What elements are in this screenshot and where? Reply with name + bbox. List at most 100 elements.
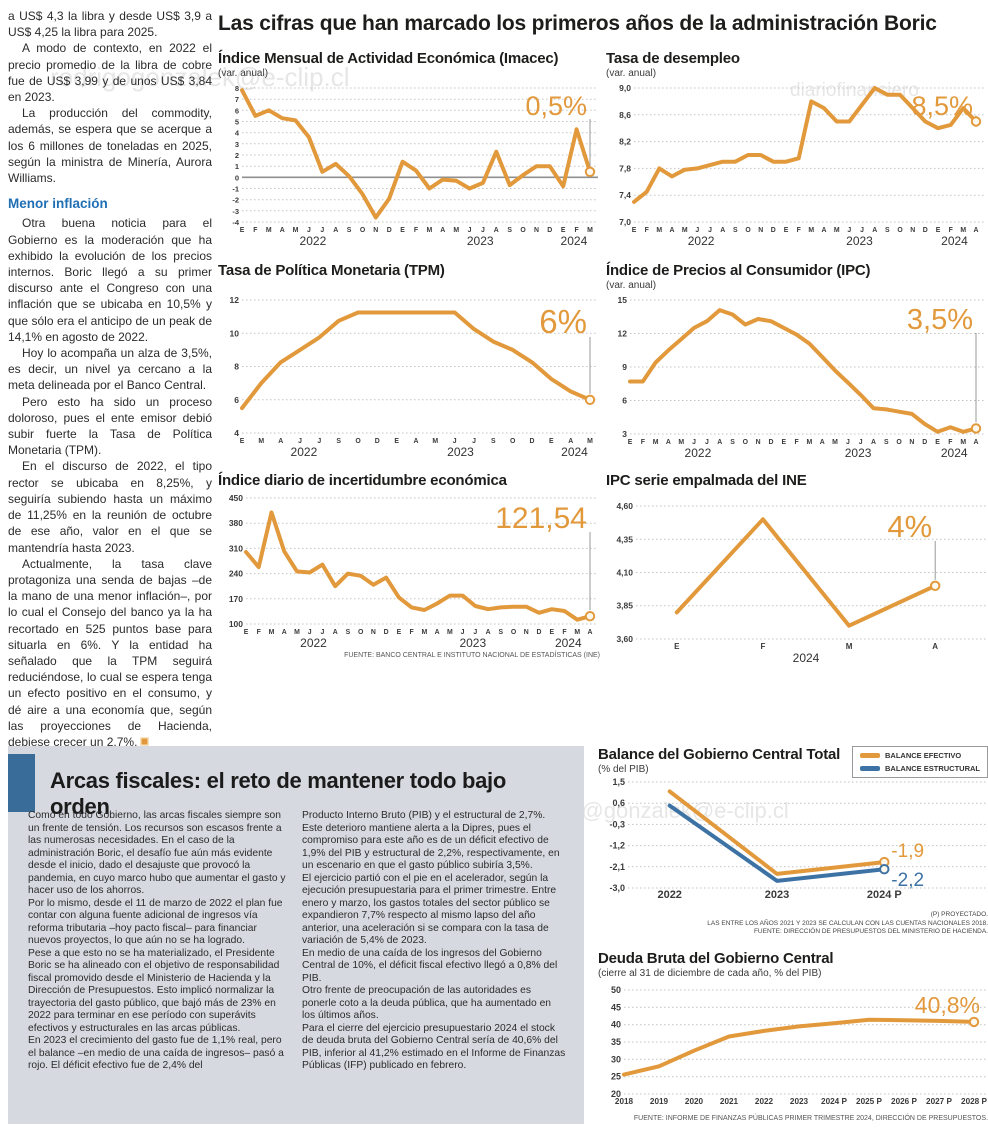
svg-text:A: A <box>717 439 722 446</box>
svg-text:O: O <box>745 227 751 234</box>
svg-text:F: F <box>257 629 261 636</box>
article-paragraph: Para el cierre del ejercicio presupuesta… <box>302 1022 566 1072</box>
svg-text:8: 8 <box>235 84 239 93</box>
svg-text:4: 4 <box>234 428 239 438</box>
svg-text:J: J <box>308 629 312 636</box>
svg-text:E: E <box>935 439 940 446</box>
svg-text:S: S <box>347 227 352 234</box>
chart-title: Índice diario de incertidumbre económica <box>218 472 507 489</box>
chart-subtitle: (var. anual) <box>606 280 657 291</box>
svg-text:F: F <box>414 227 418 234</box>
svg-text:M: M <box>808 227 814 234</box>
svg-text:-3: -3 <box>232 207 239 216</box>
chart-ipc-serie-empalmada: IPC serie empalmada del INE 4,60 4,35 4,10… <box>606 472 988 665</box>
svg-text:D: D <box>547 227 552 234</box>
svg-text:15: 15 <box>618 295 628 305</box>
svg-text:A: A <box>871 439 876 446</box>
svg-text:2024: 2024 <box>941 446 968 460</box>
svg-text:E: E <box>400 227 405 234</box>
svg-text:A: A <box>588 629 593 636</box>
svg-text:J: J <box>320 227 324 234</box>
svg-text:170: 170 <box>229 594 243 604</box>
svg-text:2023: 2023 <box>459 636 486 650</box>
legend-label: BALANCE ESTRUCTURAL <box>885 764 980 773</box>
svg-text:S: S <box>733 227 738 234</box>
chart-subtitle: (var. anual) <box>218 68 269 79</box>
chart-desempleo: Tasa de desempleo (var. anual) 9,0 8,6 8,2… <box>606 50 988 248</box>
svg-text:M: M <box>960 439 966 446</box>
svg-text:M: M <box>587 438 593 445</box>
svg-text:E: E <box>561 227 566 234</box>
article-paragraph: Hoy lo acompaña un alza de 3,5%, es deci… <box>8 346 212 393</box>
svg-text:E: E <box>397 629 402 636</box>
svg-text:A: A <box>720 227 725 234</box>
svg-text:A: A <box>666 439 671 446</box>
svg-text:D: D <box>387 227 392 234</box>
svg-text:3,5%: 3,5% <box>907 304 973 336</box>
svg-text:S: S <box>491 438 496 445</box>
svg-text:5: 5 <box>235 118 239 127</box>
chart-footnote: FUENTE: DIRECCIÓN DE PRESUPUESTOS DEL MI… <box>753 928 988 935</box>
svg-text:F: F <box>409 629 413 636</box>
svg-text:20: 20 <box>611 1089 621 1099</box>
svg-text:A: A <box>670 227 675 234</box>
svg-text:2022: 2022 <box>657 889 681 901</box>
svg-text:2024: 2024 <box>561 234 588 248</box>
svg-text:D: D <box>375 438 380 445</box>
arcas-column-2: Producto Interno Bruto (PIB) y el estruc… <box>302 810 566 1073</box>
svg-text:M: M <box>266 227 272 234</box>
left-article-column: a US$ 4,3 la libra y desde US$ 3,9 a US$… <box>8 8 212 750</box>
svg-text:A: A <box>333 227 338 234</box>
svg-text:3,60: 3,60 <box>616 634 633 644</box>
svg-text:M: M <box>453 227 459 234</box>
svg-text:6: 6 <box>622 396 627 406</box>
svg-text:2020: 2020 <box>685 1097 704 1106</box>
svg-text:M: M <box>846 642 853 651</box>
svg-text:J: J <box>453 438 457 445</box>
svg-text:7,8: 7,8 <box>619 163 631 173</box>
svg-text:J: J <box>692 439 696 446</box>
svg-text:M: M <box>269 629 275 636</box>
svg-text:E: E <box>632 227 637 234</box>
svg-text:8,5%: 8,5% <box>911 91 973 121</box>
svg-text:A: A <box>872 227 877 234</box>
chart-legend: BALANCE EFECTIVO BALANCE ESTRUCTURAL <box>852 746 988 778</box>
svg-text:E: E <box>549 438 554 445</box>
chart-title: Deuda Bruta del Gobierno Central <box>598 950 834 967</box>
svg-text:3,85: 3,85 <box>616 601 633 611</box>
svg-text:F: F <box>641 439 645 446</box>
chart-title: IPC serie empalmada del INE <box>606 472 807 489</box>
svg-text:-1,2: -1,2 <box>609 841 625 851</box>
svg-text:40: 40 <box>611 1020 621 1030</box>
svg-text:D: D <box>923 227 928 234</box>
svg-text:O: O <box>896 439 902 446</box>
svg-text:J: J <box>859 439 863 446</box>
svg-text:A: A <box>494 227 499 234</box>
svg-text:E: E <box>628 439 633 446</box>
svg-text:450: 450 <box>229 493 243 503</box>
arcas-column-1: Como en todo Gobierno, las arcas fiscale… <box>28 810 292 1073</box>
svg-text:O: O <box>743 439 749 446</box>
arcas-headline: Arcas fiscales: el reto de mantener todo… <box>50 768 506 819</box>
svg-text:N: N <box>756 439 761 446</box>
svg-text:2: 2 <box>235 151 239 160</box>
svg-text:2027 P: 2027 P <box>926 1097 952 1106</box>
svg-text:A: A <box>414 438 419 445</box>
svg-text:M: M <box>587 227 593 234</box>
article-paragraph: En 2023 el crecimiento del gasto fue de … <box>28 1035 284 1071</box>
svg-text:M: M <box>656 227 662 234</box>
svg-text:F: F <box>562 629 566 636</box>
svg-text:2024: 2024 <box>555 636 582 650</box>
svg-text:1: 1 <box>235 162 239 171</box>
svg-text:8: 8 <box>234 362 239 372</box>
svg-text:1,5: 1,5 <box>612 777 625 787</box>
svg-text:4,35: 4,35 <box>616 534 633 544</box>
svg-text:2025 P: 2025 P <box>856 1097 882 1106</box>
svg-text:A: A <box>820 439 825 446</box>
svg-text:D: D <box>771 227 776 234</box>
svg-text:J: J <box>307 227 311 234</box>
svg-text:4: 4 <box>235 129 240 138</box>
svg-text:M: M <box>653 439 659 446</box>
